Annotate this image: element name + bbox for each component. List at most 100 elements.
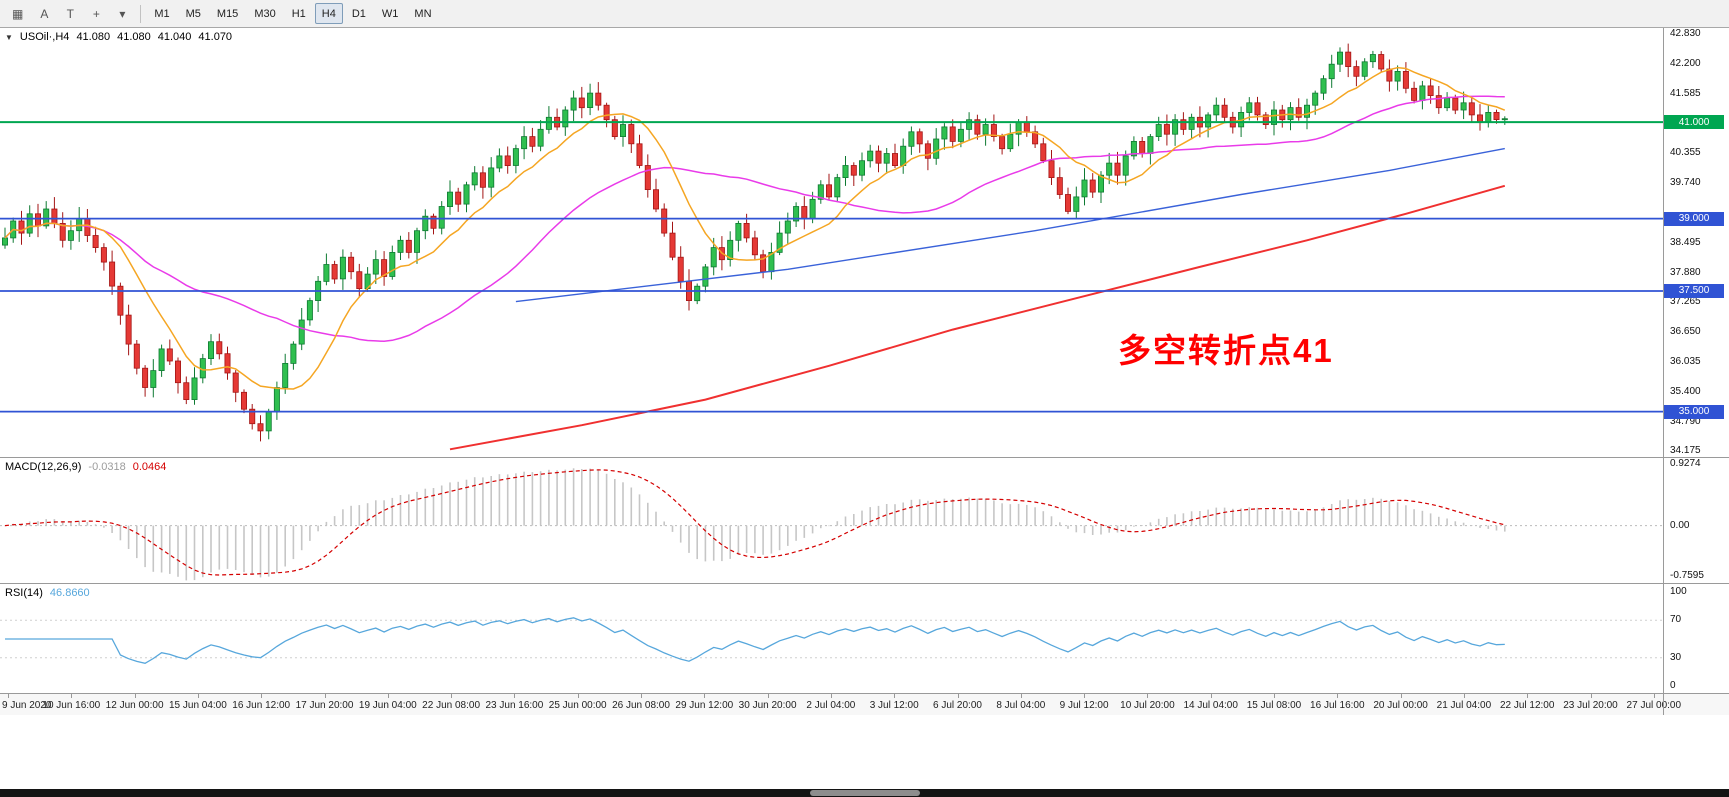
timeframe-button-m15[interactable]: M15: [216, 7, 239, 20]
crosshair-button[interactable]: +: [92, 6, 100, 21]
cursor-tool-button[interactable]: A: [40, 6, 49, 21]
time-tick-mark: [1084, 694, 1086, 698]
macd-plot[interactable]: [0, 458, 1663, 584]
time-tick-mark: [1463, 694, 1465, 698]
time-tick-mark: [1020, 694, 1022, 698]
time-axis[interactable]: 9 Jun 2020 10 Jun 16:00 12 Jun 00:00 15 Jun…: [0, 693, 1729, 715]
timeframe-button-m5[interactable]: M5: [185, 7, 201, 20]
timeframe-button-m1[interactable]: M1: [154, 7, 170, 20]
time-label: 9 Jun 2020: [2, 700, 52, 711]
ohlc-close: 41.070: [198, 31, 233, 43]
price-tick-label: 34.175: [1670, 445, 1701, 457]
macd-title: MACD(12,26,9) -0.0318 0.0464: [5, 461, 166, 473]
rsi-tick-label: 30: [1670, 651, 1682, 663]
time-label: 6 Jul 20:00: [933, 700, 982, 711]
main-chart-panel[interactable]: ▼ USOil·,H4 41.080 41.080 41.040 41.070 …: [0, 28, 1729, 457]
macd-signal-line: [4, 469, 1505, 576]
toolbar-separator: [140, 4, 142, 23]
price-tick-label: 37.880: [1670, 266, 1701, 278]
time-label: 15 Jun 04:00: [168, 700, 227, 711]
ma-slow-red: [449, 184, 1506, 451]
macd-name: MACD(12,26,9): [5, 461, 82, 473]
time-tick-mark: [451, 694, 453, 698]
time-label: 22 Jul 12:00: [1499, 700, 1555, 711]
timeframe-button-d1[interactable]: D1: [351, 7, 366, 20]
timeframe-button-m30[interactable]: M30: [254, 7, 276, 20]
time-label: 10 Jul 20:00: [1120, 700, 1175, 711]
ma-mid-magenta: [4, 95, 1505, 343]
rsi-name: RSI(14): [5, 587, 43, 599]
macd-value-main: -0.0318: [88, 461, 126, 473]
time-label: 19 Jun 04:00: [358, 700, 417, 711]
price-tick-label: 37.265: [1670, 296, 1701, 308]
time-label: 27 Jul 00:00: [1626, 700, 1682, 711]
time-tick-mark: [1147, 694, 1149, 698]
price-tick-label: 36.650: [1670, 326, 1701, 338]
time-tick-mark: [514, 694, 516, 698]
time-tick-mark: [1653, 694, 1655, 698]
price-tick-label: 38.495: [1670, 236, 1701, 248]
price-tick-label: 41.585: [1670, 87, 1701, 99]
price-line-tag: 39.000: [1664, 211, 1724, 226]
price-tick-label: 40.355: [1670, 147, 1701, 159]
time-tick-mark: [324, 694, 326, 698]
time-label: 25 Jun 00:00: [548, 700, 607, 711]
timeframe-button-w1[interactable]: W1: [381, 7, 399, 20]
main-chart-plot[interactable]: [0, 28, 1663, 457]
price-line-tag: 41.000: [1664, 115, 1724, 130]
time-label: 16 Jul 16:00: [1310, 700, 1365, 711]
symbol-period-label: USOil·,H4: [19, 31, 70, 43]
timeframe-button-group: M1 M5 M15 M30 H1 H4 D1 W1 MN: [146, 3, 439, 24]
rsi-tick-label: 100: [1670, 586, 1687, 597]
time-tick-mark: [767, 694, 769, 698]
bottom-bar-handle[interactable]: [809, 790, 920, 796]
chart-type-button[interactable]: ▦: [12, 6, 24, 21]
time-label: 16 Jun 12:00: [232, 700, 291, 711]
chart-title: ▼ USOil·,H4 41.080 41.080 41.040 41.070: [5, 31, 232, 43]
timeframe-button-h4[interactable]: H4: [314, 3, 343, 24]
time-tick-mark: [8, 694, 9, 698]
time-tick-mark: [1527, 694, 1529, 698]
bottom-spacer: [0, 715, 1729, 789]
rsi-tick-label: 0: [1670, 680, 1676, 691]
macd-tick-label: 0.9274: [1670, 458, 1701, 470]
time-tick-mark: [387, 694, 389, 698]
rsi-value: 46.8660: [49, 587, 90, 599]
price-tick-label: 39.740: [1670, 176, 1701, 188]
macd-panel[interactable]: MACD(12,26,9) -0.0318 0.0464 0.9274 0.00 -…: [0, 457, 1729, 583]
time-tick-mark: [261, 694, 263, 698]
macd-value-signal: 0.0464: [132, 461, 167, 473]
chart-text-annotation[interactable]: 多空转折点41: [1118, 332, 1334, 369]
time-tick-mark: [704, 694, 706, 698]
price-tick-label: 42.200: [1670, 58, 1701, 70]
time-label: 29 Jun 12:00: [675, 700, 734, 711]
time-label: 26 Jun 08:00: [612, 700, 670, 711]
drawing-dropdown[interactable]: ▾: [119, 6, 126, 21]
time-label: 14 Jul 04:00: [1183, 700, 1238, 711]
price-tick-label: 35.400: [1670, 386, 1701, 398]
time-tick-mark: [1274, 694, 1275, 698]
price-tick-label: 34.790: [1670, 415, 1701, 427]
rsi-panel[interactable]: RSI(14) 46.8660 100 70 30 0: [0, 583, 1729, 693]
ma-fast-orange: [4, 66, 1506, 390]
time-label: 3 Jul 12:00: [869, 700, 919, 711]
chart-dropdown-icon[interactable]: ▼: [5, 32, 13, 42]
tool-button-group: ▦ A T + ▾: [4, 3, 135, 24]
bottom-bar: [0, 789, 1729, 797]
time-tick-mark: [1590, 694, 1592, 698]
time-label: 23 Jul 20:00: [1563, 700, 1618, 711]
time-tick-mark: [134, 694, 136, 698]
timeframe-button-mn[interactable]: MN: [414, 7, 432, 20]
text-tool-button[interactable]: T: [66, 6, 75, 21]
timeframe-button-h1[interactable]: H1: [291, 7, 306, 20]
time-tick-mark: [894, 694, 896, 698]
time-label: 17 Jun 20:00: [295, 700, 354, 711]
time-tick-mark: [830, 694, 832, 698]
time-tick-mark: [1337, 694, 1339, 698]
price-line-tag: 37.500: [1664, 283, 1724, 298]
ohlc-high: 41.080: [117, 31, 151, 43]
rsi-plot[interactable]: [0, 584, 1663, 694]
price-tick-label: 36.035: [1670, 355, 1701, 367]
ohlc-open: 41.080: [76, 31, 111, 43]
